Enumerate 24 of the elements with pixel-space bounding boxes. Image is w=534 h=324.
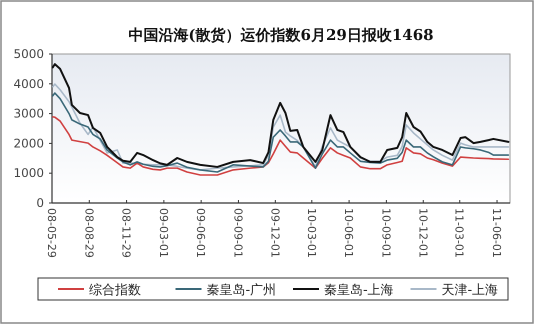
y-tick-label: 2000	[13, 136, 44, 150]
x-tick-label: 10-03-01	[304, 208, 318, 258]
x-tick-label: 09-12-01	[268, 208, 282, 258]
legend-label: 天津-上海	[442, 283, 498, 298]
x-tick-label: 08-11-29	[120, 208, 133, 258]
x-tick-label: 10-09-01	[379, 208, 392, 258]
x-tick-label: 09-06-01	[194, 208, 208, 258]
legend-label: 秦皇岛-上海	[324, 283, 394, 298]
y-tick-label: 3000	[13, 106, 44, 121]
legend-label: 综合指数	[89, 283, 141, 298]
y-tick-label: 1000	[13, 166, 44, 180]
y-tick-label: 5000	[13, 47, 44, 61]
x-tick-label: 10-06-01	[342, 208, 356, 258]
chart-title: 中国沿海(散货）运价指数6月29日报收1468	[128, 26, 434, 44]
x-tick-label: 10-12-01	[416, 208, 430, 258]
y-tick-label: 0	[36, 196, 44, 210]
x-tick-label: 09-09-01	[231, 208, 244, 258]
x-tick-label: 08-08-29	[82, 208, 96, 258]
x-tick-label: 11-03-01	[452, 208, 466, 258]
y-tick-label: 4000	[13, 76, 44, 91]
legend-label: 秦皇岛-广州	[206, 283, 276, 298]
x-tick-label: 08-05-29	[45, 208, 58, 258]
x-tick-label: 09-03-01	[156, 208, 170, 258]
x-tick-label: 11-06-01	[490, 208, 504, 258]
